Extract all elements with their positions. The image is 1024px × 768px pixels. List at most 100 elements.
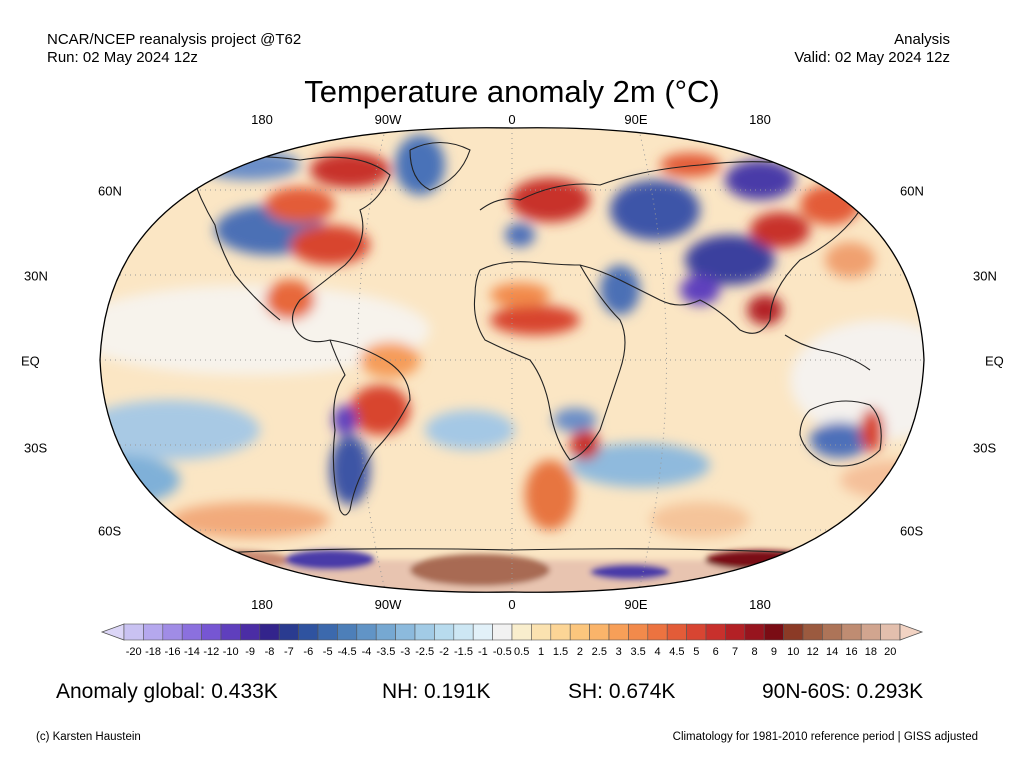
colorbar-tick-label: -12 [203,646,220,658]
lat-label-left-eq: EQ [21,353,40,369]
colorbar-tick-label: -1 [478,646,488,658]
stat-sh-anomaly: SH: 0.674K [568,680,676,703]
lon-label-bottom-90w: 90W [374,597,402,612]
colorbar-cell [298,623,319,641]
lat-label-left-60s: 60S [98,523,122,539]
colorbar-tick-label: -16 [164,646,181,658]
colorbar-cell [201,623,222,641]
colorbar-cell [181,623,202,641]
colorbar-tick-label: 9 [770,646,777,658]
colorbar-tick-label: -10 [222,646,239,658]
colorbar-cells [100,623,924,641]
colorbar-cell [317,623,338,641]
colorbar-tick-label: 2.5 [591,646,607,658]
colorbar-cell [162,623,183,641]
colorbar-cell [511,623,532,641]
colorbar-under-arrow [100,623,125,641]
colorbar-cell [492,623,513,641]
colorbar-cell [220,623,241,641]
colorbar-tick-label: 4.5 [669,646,685,658]
stat-global-anomaly: Anomaly global: 0.433K [56,680,278,703]
stat-arctic-anomaly: 90N-60S: 0.293K [762,680,924,703]
header-valid-label: Valid: 02 May 2024 12z [794,49,950,66]
colorbar-tick-label: 16 [845,646,858,658]
colorbar-cell [278,623,299,641]
colorbar-cell [666,623,687,641]
footer-climatology-note: Climatology for 1981-2010 reference peri… [672,731,978,743]
colorbar-tick-label: -14 [183,646,200,658]
colorbar-tick-label: -9 [245,646,255,658]
colorbar-cell [434,623,455,641]
colorbar-cell [822,623,843,641]
colorbar-cell [240,623,261,641]
header-analysis-label: Analysis [894,31,950,48]
colorbar-cell [647,623,668,641]
header-run-label: Run: 02 May 2024 12z [47,49,198,66]
coastlines [100,142,921,561]
colorbar-cell [414,623,435,641]
lon-label-top-180w: 180 [251,112,273,127]
colorbar-tick-label: 8 [751,646,758,658]
colorbar-cell [356,623,377,641]
colorbar-tick-label: -4 [361,646,372,658]
colorbar-tick-label: 2 [576,646,583,658]
anomaly-field [100,127,924,593]
colorbar-tick-label: 3.5 [630,646,646,658]
colorbar-cell [259,623,280,641]
lat-label-right-30n: 30N [973,268,997,284]
map-title: Temperature anomaly 2m (°C) [304,74,720,109]
lon-label-bottom-90e: 90E [624,597,648,612]
colorbar-cell [744,623,765,641]
lat-label-left-30n: 30N [24,268,48,284]
graticule [100,128,924,592]
colorbar-cell [375,623,396,641]
lon-label-top-90w: 90W [374,112,402,127]
colorbar-tick-label: -5 [322,646,333,658]
lat-label-left-30s: 30S [24,440,48,456]
colorbar-tick-label: 7 [732,646,739,658]
colorbar-tick-label: -0.5 [492,646,512,658]
colorbar-over-arrow [899,623,924,641]
lon-label-bottom-0: 0 [508,597,516,612]
colorbar-tick-label: -18 [145,646,162,658]
colorbar-tick-label: -6 [303,646,314,658]
header-model-label: NCAR/NCEP reanalysis project @T62 [47,31,302,48]
colorbar-tick-label: -20 [125,646,142,658]
lat-label-right-eq: EQ [985,353,1004,369]
colorbar-cell [628,623,649,641]
colorbar-tick-label: 5 [693,646,700,658]
colorbar-cell [860,623,881,641]
stat-nh-anomaly: NH: 0.191K [382,680,491,703]
lon-label-top-180e: 180 [749,112,771,127]
colorbar-cell [725,623,746,641]
colorbar-tick-label: 1 [538,646,545,658]
colorbar-cell [143,623,164,641]
lon-label-bottom-180w: 180 [251,597,273,612]
colorbar-cell [395,623,416,641]
colorbar-tick-label: -2 [439,646,449,658]
colorbar-tick-label: 6 [712,646,719,658]
colorbar-cell [550,623,571,641]
colorbar-tick-label: 12 [806,646,819,658]
colorbar-cell [472,623,493,641]
colorbar-tick-label: 14 [825,646,839,658]
globe-outline [99,127,925,593]
colorbar-cell [453,623,474,641]
colorbar-cell [608,623,629,641]
colorbar-cell [705,623,726,641]
colorbar-tick-label: 20 [884,646,897,658]
colorbar-tick-label: 1.5 [552,646,569,658]
lon-label-top-0: 0 [508,112,516,127]
colorbar-tick-label: 18 [864,646,878,658]
lon-label-bottom-180e: 180 [749,597,771,612]
lon-label-top-90e: 90E [624,112,648,127]
colorbar-cell [686,623,707,641]
colorbar-tick-label: -4.5 [337,646,357,658]
colorbar-tick-label: 0.5 [514,646,530,658]
colorbar-tick-label: -2.5 [415,646,435,658]
lat-label-left-60n: 60N [98,183,122,199]
colorbar-cell [783,623,804,641]
lat-label-right-60s: 60S [900,523,924,539]
